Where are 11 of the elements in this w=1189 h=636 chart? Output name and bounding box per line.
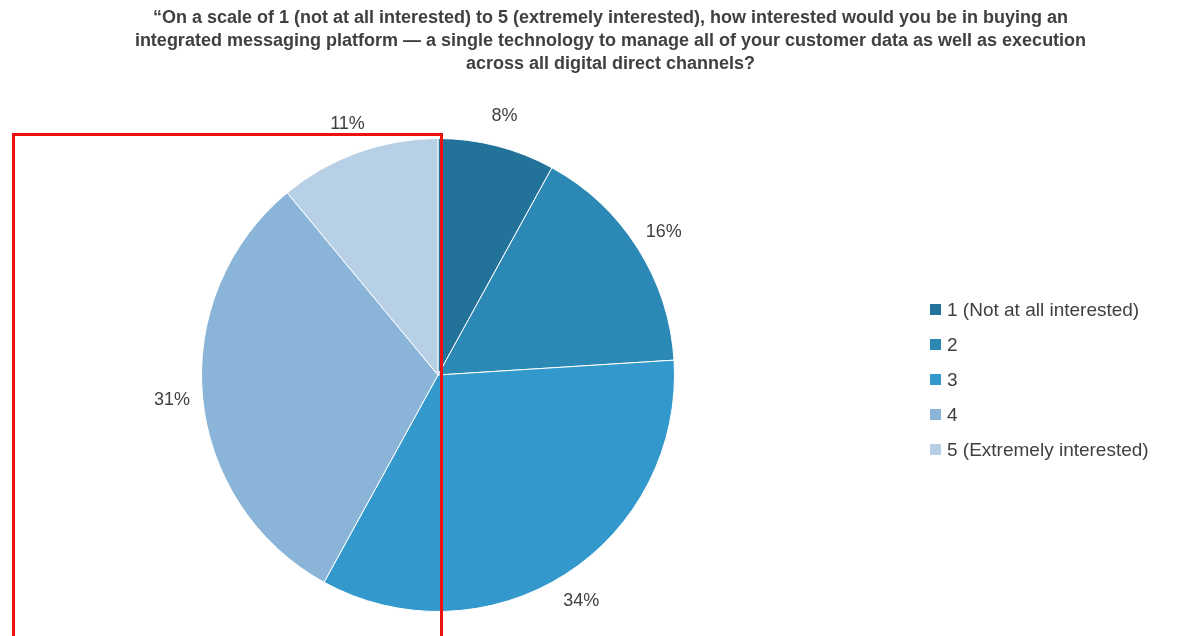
data-label: 11% — [330, 112, 365, 133]
legend-label: 5 (Extremely interested) — [947, 438, 1149, 461]
legend-label: 1 (Not at all interested) — [947, 298, 1140, 321]
legend-label: 4 — [947, 403, 958, 426]
data-label: 34% — [563, 589, 600, 610]
data-label: 8% — [491, 105, 518, 126]
legend-label: 2 — [947, 333, 958, 356]
chart-title: “On a scale of 1 (not at all interested) to 5 (extremely interested), how interested would you be in buying an integrated messaging platform — a single technology to manage all of your customer data as well as execution across all digital direct channels? — [133, 6, 1088, 75]
data-label: 31% — [153, 389, 190, 410]
data-label: 16% — [645, 220, 682, 241]
legend-label: 3 — [947, 368, 958, 391]
